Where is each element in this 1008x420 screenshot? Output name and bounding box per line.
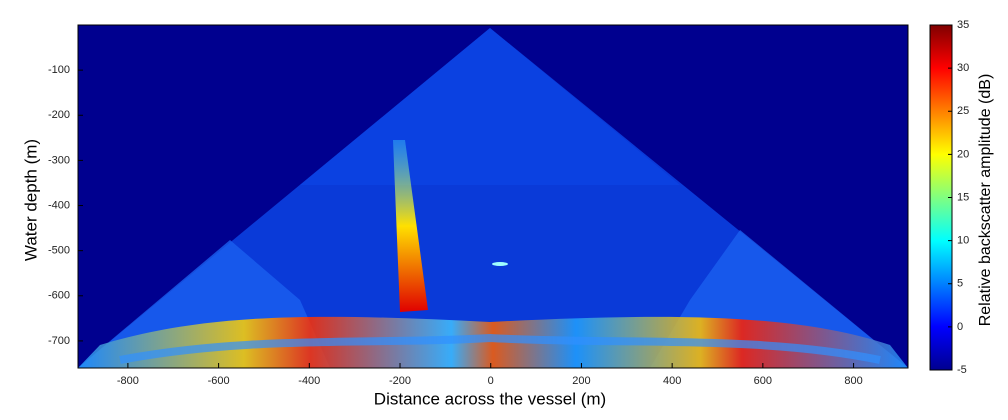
colorbar-tick-label: 0 [957, 321, 963, 333]
x-tick-label: -600 [208, 375, 230, 387]
y-tick-label: -200 [48, 109, 70, 121]
colorbar-title: Relative backscatter amplitude (dB) [977, 74, 994, 327]
x-axis-title: Distance across the vessel (m) [374, 389, 606, 408]
colorbar-tick-label: 20 [957, 148, 969, 160]
x-tick-label: -800 [117, 375, 139, 387]
colorbar-tick-label: 35 [957, 19, 969, 31]
x-tick-label: 800 [844, 375, 862, 387]
colorbar-tick-label: 30 [957, 62, 969, 74]
colorbar-tick-label: 5 [957, 278, 963, 290]
colorbar-tick-label: 25 [957, 105, 969, 117]
colorbar-tick-label: 15 [957, 191, 969, 203]
y-tick-label: -600 [48, 290, 70, 302]
y-tick-label: -300 [48, 154, 70, 166]
x-tick-label: 600 [754, 375, 772, 387]
y-tick-label: -400 [48, 199, 70, 211]
heatmap-image [78, 25, 908, 368]
x-tick-label: 200 [572, 375, 590, 387]
y-tick-label: -100 [48, 64, 70, 76]
colorbar-tick-label: 10 [957, 235, 969, 247]
x-tick-label: 0 [488, 375, 494, 387]
y-axis-title: Water depth (m) [21, 139, 40, 261]
colorbar-tick-label: -5 [957, 364, 967, 376]
x-tick-label: -400 [298, 375, 320, 387]
y-tick-label: -700 [48, 335, 70, 347]
x-tick-label: -200 [389, 375, 411, 387]
plot-frame [77, 24, 909, 369]
y-tick-label: -500 [48, 245, 70, 257]
x-tick-label: 400 [663, 375, 681, 387]
